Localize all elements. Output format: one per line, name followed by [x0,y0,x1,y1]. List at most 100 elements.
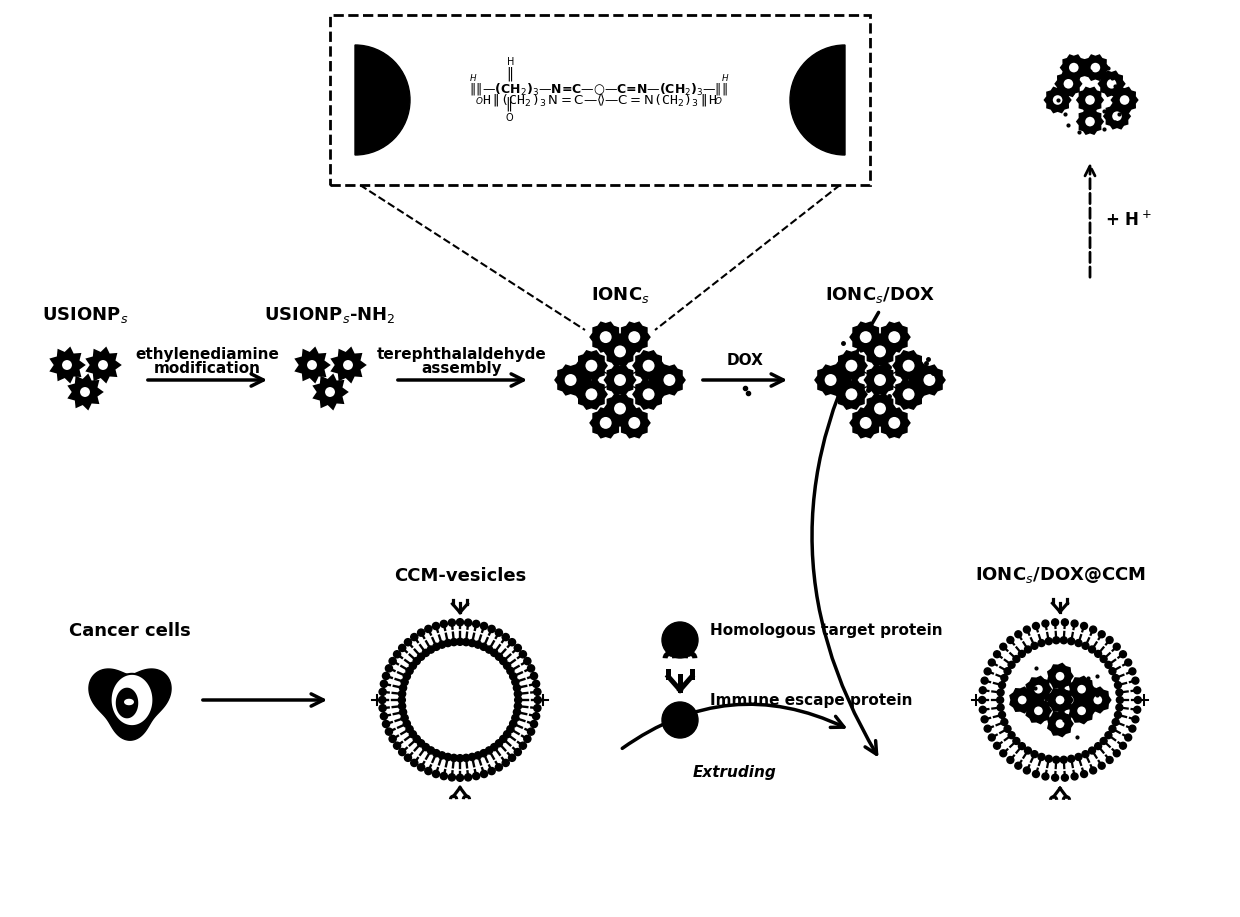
Circle shape [1089,747,1095,754]
Text: Extruding: Extruding [693,765,777,780]
Polygon shape [1078,109,1102,134]
Circle shape [844,387,858,402]
Circle shape [399,709,407,715]
Circle shape [480,623,487,630]
Circle shape [1054,671,1065,681]
Circle shape [1128,668,1136,675]
Wedge shape [355,45,410,155]
Circle shape [1054,718,1065,729]
Text: CCM-vesicles: CCM-vesicles [394,567,526,585]
Polygon shape [836,351,867,381]
Circle shape [428,646,434,653]
Circle shape [997,704,1004,711]
Polygon shape [577,380,606,409]
Circle shape [999,750,1007,757]
Polygon shape [893,351,924,381]
Circle shape [1033,684,1044,694]
Circle shape [1092,694,1104,705]
Polygon shape [605,394,635,423]
Circle shape [534,696,542,703]
Text: IONC$_s$/DOX: IONC$_s$/DOX [825,285,935,305]
Circle shape [1114,643,1120,650]
Text: Cancer cells: Cancer cells [69,622,191,640]
Polygon shape [1078,88,1102,112]
Circle shape [496,653,502,660]
Circle shape [641,359,656,372]
Circle shape [1116,704,1123,711]
Circle shape [475,641,481,648]
Circle shape [1095,743,1101,749]
Circle shape [1090,61,1101,73]
Circle shape [533,689,541,695]
Circle shape [381,713,387,720]
Circle shape [502,634,510,641]
Circle shape [410,759,418,767]
Circle shape [981,677,988,684]
Circle shape [79,386,91,398]
Polygon shape [1045,88,1070,112]
Circle shape [515,645,521,651]
Circle shape [512,714,520,722]
Circle shape [888,416,901,430]
Circle shape [978,697,986,703]
Circle shape [507,668,515,675]
Text: Immune escape protein: Immune escape protein [711,692,913,708]
Circle shape [382,672,389,679]
Text: modification: modification [154,361,260,376]
Circle shape [1116,697,1123,703]
Circle shape [627,330,641,344]
Circle shape [1068,637,1075,645]
Circle shape [988,659,996,666]
Circle shape [495,629,502,636]
Circle shape [1053,636,1060,644]
Text: DOX: DOX [727,353,764,368]
Circle shape [1008,732,1016,739]
Circle shape [1080,770,1087,778]
Polygon shape [1027,677,1052,702]
Text: terephthalaldehyde: terephthalaldehyde [377,347,547,362]
Circle shape [1045,637,1053,645]
Polygon shape [851,323,880,351]
Polygon shape [590,323,621,351]
Text: + H$^+$: + H$^+$ [1105,210,1152,229]
Circle shape [1084,94,1096,105]
Polygon shape [1048,688,1073,713]
Circle shape [422,744,429,751]
Circle shape [425,625,432,633]
Circle shape [433,643,440,650]
Circle shape [998,712,1006,718]
Polygon shape [314,375,347,409]
Circle shape [510,673,517,679]
Circle shape [378,696,386,703]
Circle shape [472,621,480,627]
Circle shape [523,657,531,665]
Circle shape [1014,762,1022,769]
Circle shape [1030,751,1038,757]
Circle shape [1054,694,1065,705]
Circle shape [403,673,410,679]
Circle shape [1120,651,1126,657]
Polygon shape [619,408,650,437]
Circle shape [508,754,516,761]
Circle shape [1063,78,1074,90]
Circle shape [503,662,511,669]
Circle shape [1045,756,1053,762]
Circle shape [1053,757,1060,763]
Circle shape [398,645,405,651]
Circle shape [1090,626,1096,633]
Polygon shape [590,408,621,437]
Circle shape [564,373,578,387]
Circle shape [381,680,387,688]
Circle shape [389,657,397,665]
Circle shape [491,744,497,751]
Circle shape [1038,640,1045,646]
Polygon shape [87,348,120,381]
Circle shape [463,638,470,646]
Circle shape [418,740,424,746]
Circle shape [386,665,393,672]
Circle shape [1042,773,1049,780]
Circle shape [527,665,534,672]
Circle shape [422,649,429,657]
Circle shape [389,735,397,743]
Polygon shape [864,337,895,366]
